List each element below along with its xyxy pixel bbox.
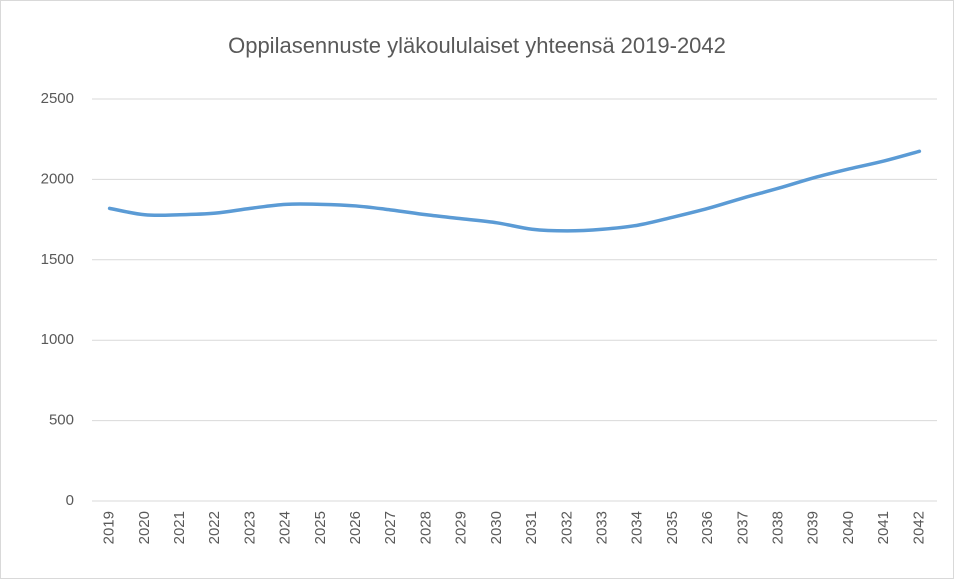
x-tick-label: 2032: [558, 511, 575, 544]
x-tick-label: 2042: [910, 511, 927, 544]
x-tick-label: 2040: [840, 511, 857, 544]
x-tick-label: 2028: [417, 511, 434, 544]
y-tick-label: 2000: [41, 170, 74, 187]
x-tick-label: 2036: [699, 511, 716, 544]
x-tick-label: 2024: [277, 511, 294, 544]
x-tick-label: 2038: [770, 511, 787, 544]
x-tick-label: 2020: [136, 511, 153, 544]
x-tick-label: 2022: [206, 511, 223, 544]
x-tick-label: 2039: [805, 511, 822, 544]
x-tick-label: 2029: [453, 511, 470, 544]
x-tick-label: 2041: [875, 511, 892, 544]
chart-title: Oppilasennuste yläkoululaiset yhteensä 2…: [228, 33, 726, 58]
x-tick-label: 2033: [593, 511, 610, 544]
y-tick-label: 1500: [41, 251, 74, 268]
x-tick-label: 2025: [312, 511, 329, 544]
x-tick-label: 2037: [734, 511, 751, 544]
y-tick-label: 2500: [41, 90, 74, 107]
y-tick-label: 1000: [41, 331, 74, 348]
x-tick-label: 2030: [488, 511, 505, 544]
x-tick-label: 2023: [241, 511, 258, 544]
x-tick-label: 2034: [629, 511, 646, 544]
x-tick-label: 2035: [664, 511, 681, 544]
x-tick-label: 2026: [347, 511, 364, 544]
data-line: [107, 149, 922, 233]
x-tick-label: 2019: [101, 511, 118, 544]
x-tick-label: 2021: [171, 511, 188, 544]
y-tick-label: 500: [49, 412, 74, 429]
x-tick-label: 2027: [382, 511, 399, 544]
y-tick-label: 0: [66, 492, 74, 509]
x-tick-label: 2031: [523, 511, 540, 544]
